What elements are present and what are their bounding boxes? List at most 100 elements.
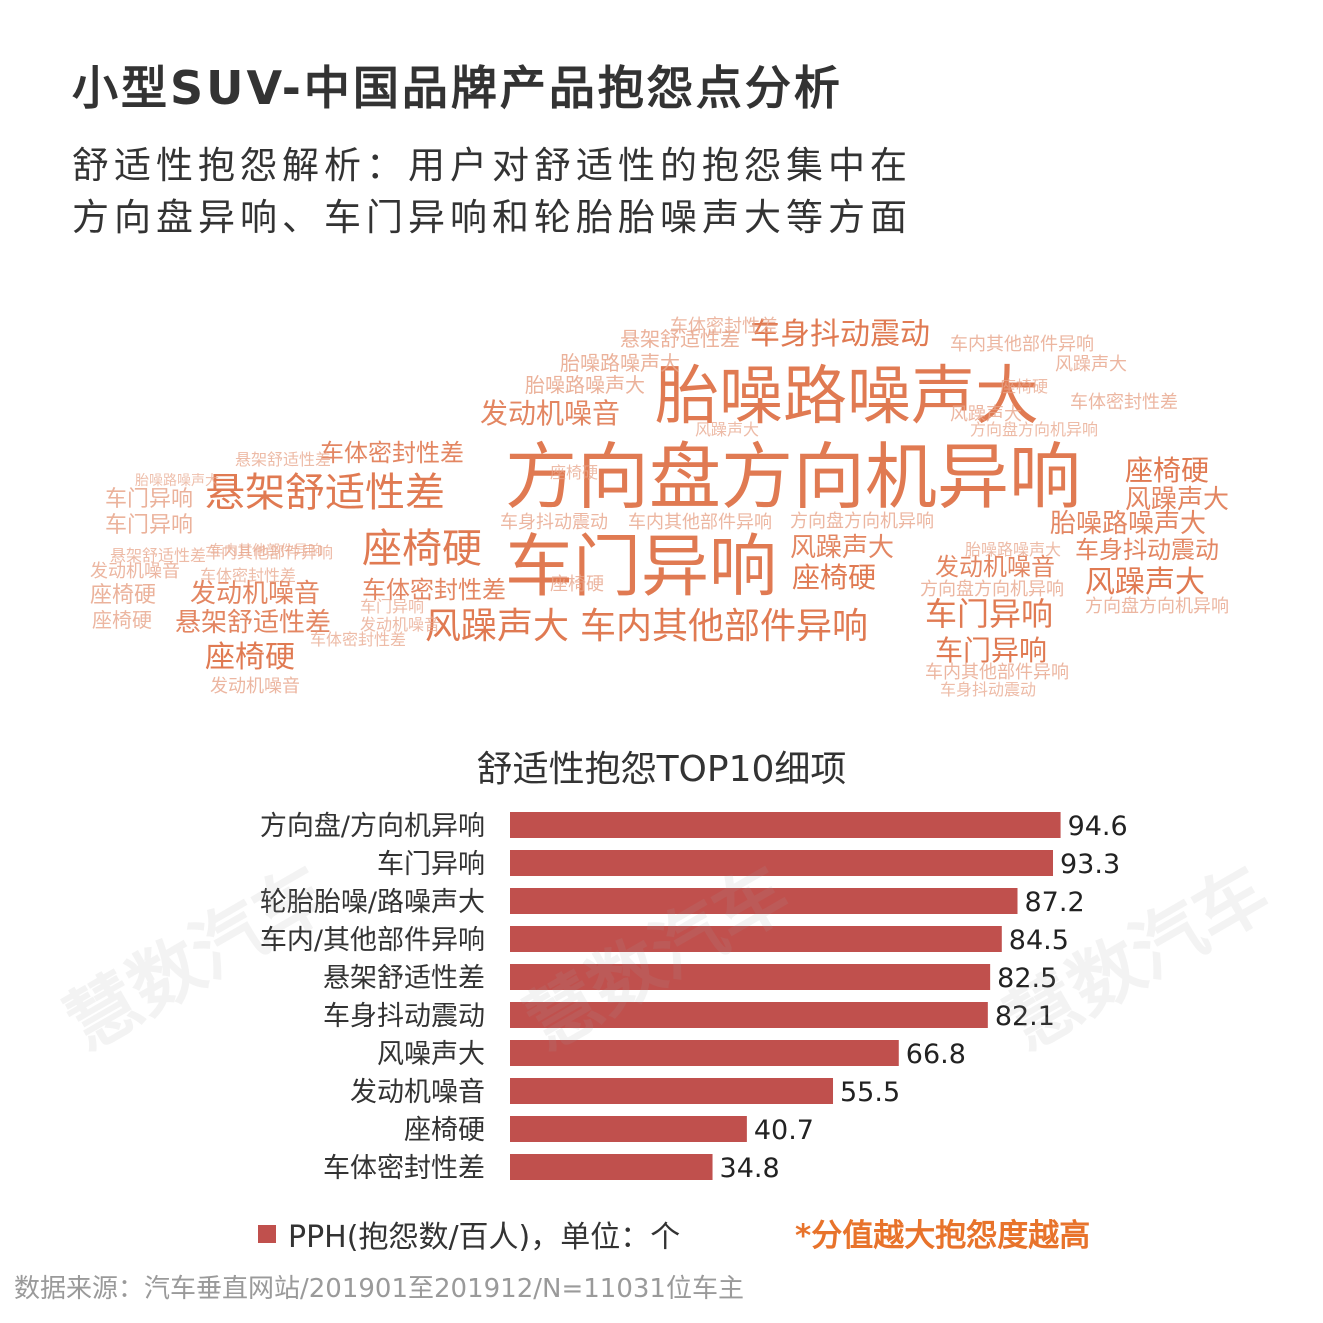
cloud-word: 风躁声大 bbox=[425, 606, 569, 647]
cloud-word: 发动机噪音 bbox=[190, 579, 320, 609]
cloud-word: 座椅硬 bbox=[550, 574, 604, 595]
cloud-word: 悬架舒适性差 bbox=[205, 470, 445, 516]
cloud-word: 胎噪路噪声大 bbox=[525, 373, 645, 397]
cloud-word: 方向盘方向机异响 bbox=[505, 435, 1081, 519]
cloud-word: 发动机噪音 bbox=[480, 397, 620, 430]
cloud-word: 车内其他部件异响 bbox=[950, 334, 1094, 355]
data-label: 40.7 bbox=[754, 1115, 814, 1146]
cloud-word: 悬架舒适性差 bbox=[110, 546, 206, 565]
category-label: 风噪声大 bbox=[377, 1039, 485, 1070]
cloud-word: 发动机噪音 bbox=[210, 676, 300, 697]
chart-legend: PPH(抱怨数/百人)，单位：个 bbox=[258, 1212, 680, 1256]
category-label: 车体密封性差 bbox=[323, 1153, 485, 1184]
data-label: 82.5 bbox=[997, 963, 1057, 994]
cloud-word: 风躁声大 bbox=[950, 404, 1022, 425]
category-label: 车门异响 bbox=[377, 849, 485, 880]
data-label: 84.5 bbox=[1009, 925, 1069, 956]
bar bbox=[510, 1040, 899, 1066]
chart-title: 舒适性抱怨TOP10细项 bbox=[476, 749, 847, 790]
subtitle-line-2: 方向盘异响、车门异响和轮胎胎噪声大等方面 bbox=[72, 196, 912, 239]
cloud-word: 座椅硬 bbox=[90, 583, 156, 608]
cloud-word: 车门异响 bbox=[105, 487, 193, 512]
bar bbox=[510, 1002, 988, 1028]
cloud-word: 车内其他部件异响 bbox=[205, 543, 333, 562]
cloud-word: 车体密封性差 bbox=[1070, 392, 1178, 413]
cloud-word: 车身抖动震动 bbox=[750, 317, 930, 352]
cloud-word: 座椅硬 bbox=[362, 526, 482, 572]
cloud-word: 风躁声大 bbox=[790, 533, 894, 563]
cloud-word: 座椅硬 bbox=[205, 640, 295, 675]
legend-label: PPH(抱怨数/百人)，单位：个 bbox=[288, 1220, 681, 1255]
bar-chart: 方向盘/方向机异响 94.6 车门异响 93.3 轮胎胎噪/路噪声大 87.2 车内/其他部… bbox=[0, 730, 1323, 1200]
cloud-word: 风躁声大 bbox=[695, 420, 759, 439]
data-label: 55.5 bbox=[840, 1077, 900, 1108]
cloud-word: 风躁声大 bbox=[1125, 485, 1229, 515]
bar bbox=[510, 1116, 747, 1142]
cloud-word: 车体密封性差 bbox=[320, 439, 464, 467]
cloud-word: 胎噪路噪声大 bbox=[965, 540, 1061, 559]
cloud-word: 车内其他部件异响 bbox=[628, 512, 772, 533]
legend-swatch bbox=[258, 1225, 276, 1243]
data-label: 87.2 bbox=[1025, 887, 1085, 918]
cloud-word: 车身抖动震动 bbox=[1075, 536, 1219, 564]
cloud-word: 车体密封性差 bbox=[670, 316, 778, 337]
cloud-word: 悬架舒适性差 bbox=[175, 608, 331, 638]
cloud-word: 座椅硬 bbox=[92, 608, 152, 632]
cloud-word: 车体密封性差 bbox=[200, 566, 296, 585]
cloud-word: 悬架舒适性差 bbox=[620, 327, 740, 351]
category-label: 轮胎胎噪/路噪声大 bbox=[260, 887, 485, 918]
category-label: 座椅硬 bbox=[404, 1115, 485, 1146]
category-label: 车内/其他部件异响 bbox=[260, 925, 485, 956]
cloud-word: 悬架舒适性差 bbox=[235, 450, 331, 469]
cloud-word: 车内其他部件异响 bbox=[925, 662, 1069, 683]
bar bbox=[510, 850, 1054, 876]
cloud-word: 车门异响 bbox=[360, 597, 424, 616]
category-label: 车身抖动震动 bbox=[323, 1001, 485, 1032]
cloud-word: 车内其他部件异响 bbox=[210, 542, 322, 559]
bar bbox=[510, 888, 1018, 914]
cloud-word: 车内其他部件异响 bbox=[580, 606, 868, 647]
page-title: 小型SUV-中国品牌产品抱怨点分析 bbox=[72, 61, 843, 115]
data-label: 34.8 bbox=[720, 1153, 780, 1184]
bar bbox=[510, 1078, 834, 1104]
bar bbox=[510, 926, 1002, 952]
cloud-word: 车体密封性差 bbox=[362, 576, 506, 604]
subtitle-line-1: 舒适性抱怨解析：用户对舒适性的抱怨集中在 bbox=[72, 144, 912, 187]
data-label: 93.3 bbox=[1060, 849, 1120, 880]
cloud-word: 车门异响 bbox=[935, 634, 1047, 667]
page-subtitle: 舒适性抱怨解析：用户对舒适性的抱怨集中在 方向盘异响、车门异响和轮胎胎噪声大等方… bbox=[72, 140, 912, 244]
cloud-word: 发动机噪音 bbox=[90, 561, 180, 582]
category-label: 方向盘/方向机异响 bbox=[260, 811, 485, 842]
cloud-word: 方向盘方向机异响 bbox=[1085, 596, 1229, 617]
bar bbox=[510, 812, 1061, 838]
data-source: 数据来源：汽车垂直网站/201901至201912/N=11031位车主 bbox=[14, 1274, 744, 1304]
bar bbox=[510, 1154, 713, 1180]
word-cloud: 胎噪路噪声大 方向盘方向机异响 车门异响 风躁声大 车内其他部件异响 悬架舒适性差 座椅硬车… bbox=[80, 300, 1250, 720]
data-label: 82.1 bbox=[995, 1001, 1055, 1032]
cloud-word: 发动机噪音 bbox=[935, 553, 1055, 581]
cloud-word: 座椅硬 bbox=[792, 561, 876, 594]
cloud-word: 方向盘方向机异响 bbox=[790, 511, 934, 532]
cloud-word: 胎噪路噪声大 bbox=[655, 360, 1039, 434]
cloud-word: 车门异响 bbox=[925, 595, 1053, 633]
cloud-word: 车身抖动震动 bbox=[940, 680, 1036, 699]
cloud-word: 发动机噪音 bbox=[360, 615, 440, 634]
cloud-word: 胎噪路噪声大 bbox=[560, 351, 680, 375]
cloud-word: 风躁声大 bbox=[1055, 354, 1127, 375]
cloud-word: 座椅硬 bbox=[550, 463, 598, 482]
cloud-word: 座椅硬 bbox=[1000, 377, 1048, 396]
bar-chart-svg: 方向盘/方向机异响 94.6 车门异响 93.3 轮胎胎噪/路噪声大 87.2 车内/其他部… bbox=[260, 811, 1128, 1184]
cloud-word: 胎噪路噪声大 bbox=[1050, 509, 1206, 539]
data-label: 66.8 bbox=[906, 1039, 966, 1070]
cloud-word: 车门异响 bbox=[105, 513, 193, 538]
cloud-word: 胎噪路噪声大 bbox=[135, 473, 219, 489]
data-label: 94.6 bbox=[1068, 811, 1128, 842]
category-label: 悬架舒适性差 bbox=[323, 963, 485, 994]
cloud-word: 方向盘方向机异响 bbox=[970, 420, 1098, 439]
cloud-word: 车体密封性差 bbox=[310, 630, 406, 649]
bar bbox=[510, 964, 991, 990]
cloud-word: 风躁声大 bbox=[1085, 565, 1205, 600]
cloud-word: 方向盘方向机异响 bbox=[920, 579, 1064, 600]
cloud-word: 座椅硬 bbox=[1125, 454, 1209, 487]
cloud-word: 车门异响 bbox=[505, 528, 777, 607]
